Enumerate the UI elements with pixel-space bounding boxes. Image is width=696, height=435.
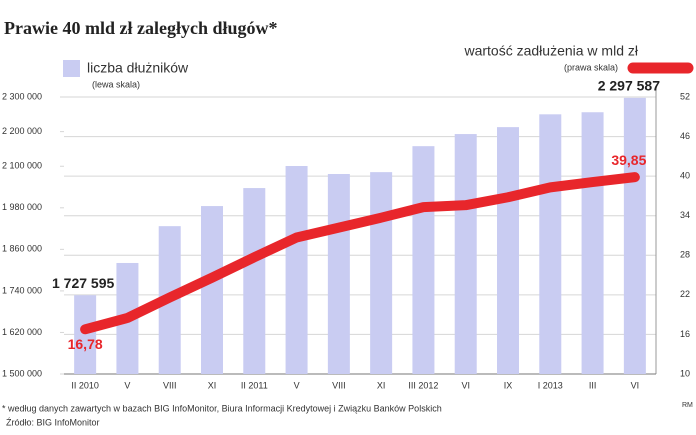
line — [80, 172, 640, 335]
legend-note: (prawa skala) — [564, 62, 618, 72]
x-tick-label: V — [294, 380, 300, 390]
x-tick-label: XI — [208, 380, 217, 390]
y2-tick-label: 34 — [680, 210, 690, 220]
x-tick-label: III 2012 — [408, 380, 438, 390]
bar — [539, 114, 562, 374]
y2-tick-label: 22 — [680, 289, 690, 299]
legend-label: liczba dłużników — [87, 60, 189, 76]
y-tick-label: 1 500 000 — [2, 368, 42, 378]
y-tick-label: 1 980 000 — [2, 202, 42, 212]
bar — [243, 188, 266, 374]
legend-swatch — [63, 60, 80, 77]
y2-tick-label: 16 — [680, 329, 690, 339]
x-tick-label: IX — [504, 380, 513, 390]
y-tick-label: 2 100 000 — [2, 161, 42, 171]
x-tick-label: VIII — [332, 380, 346, 390]
chart-title: Prawie 40 mld zł zaległych długów* — [4, 18, 277, 38]
y-tick-label: 2 300 000 — [2, 91, 42, 101]
y2-tick-label: 46 — [680, 131, 690, 141]
footnote: * według danych zawartych w bazach BIG I… — [2, 403, 442, 413]
bar — [454, 134, 477, 374]
y2-tick-label: 40 — [680, 171, 690, 181]
y-tick-label: 1 860 000 — [2, 244, 42, 254]
y2-tick-label: 28 — [680, 250, 690, 260]
y2-tick-label: 52 — [680, 91, 690, 101]
author: RM — [682, 402, 693, 409]
bar — [74, 295, 97, 374]
legend-label: wartość zadłużenia w mld zł — [463, 43, 638, 59]
y2-tick-label: 10 — [680, 368, 690, 378]
x-tick-label: XI — [377, 380, 386, 390]
bar — [497, 127, 519, 374]
bar — [623, 97, 646, 374]
x-tick-label: VI — [461, 380, 470, 390]
bar — [370, 172, 393, 374]
bar — [285, 166, 308, 374]
bar — [201, 206, 223, 374]
x-tick-label: III — [589, 380, 597, 390]
x-tick-label: VIII — [163, 380, 177, 390]
value-label: 39,85 — [611, 152, 646, 168]
bar — [327, 174, 350, 374]
y-tick-label: 2 200 000 — [2, 126, 42, 136]
y-tick-label: 1 620 000 — [2, 327, 42, 337]
x-tick-label: II 2011 — [241, 380, 268, 390]
value-label: 1 727 595 — [52, 275, 114, 291]
x-tick-label: I 2013 — [538, 380, 563, 390]
y-tick-label: 1 740 000 — [2, 285, 42, 295]
bar — [581, 112, 604, 375]
x-tick-label: II 2010 — [71, 380, 99, 390]
value-label: 2 297 587 — [598, 78, 660, 94]
bar — [412, 146, 435, 374]
legend-note: (lewa skala) — [92, 79, 140, 89]
value-label: 16,78 — [68, 336, 103, 352]
x-tick-label: VI — [631, 380, 640, 390]
source: Źródło: BIG InfoMonitor — [6, 417, 100, 427]
x-tick-label: V — [124, 380, 130, 390]
